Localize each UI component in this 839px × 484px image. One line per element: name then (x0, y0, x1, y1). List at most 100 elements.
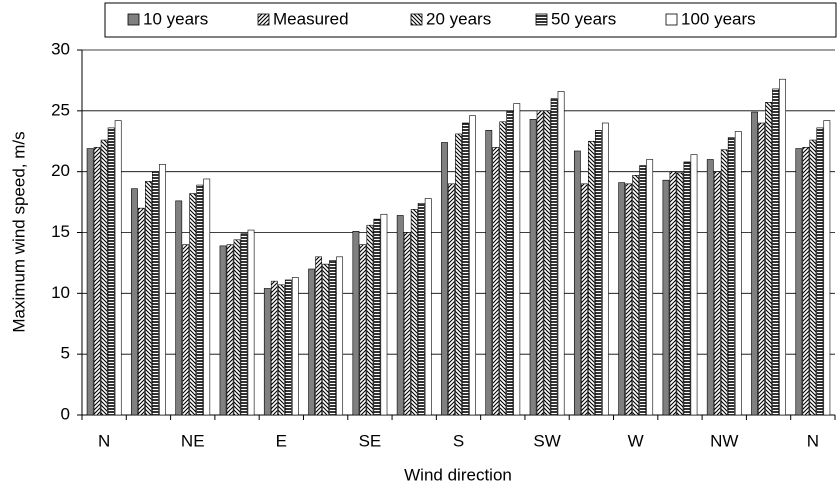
bar (410, 209, 418, 416)
bar (469, 115, 476, 416)
x-tick-label: N (807, 431, 819, 450)
bar (226, 244, 234, 416)
bar (322, 263, 330, 416)
legend-swatch (257, 13, 270, 26)
bar (366, 224, 374, 416)
x-tick-label: NW (710, 431, 738, 450)
x-tick-label: N (98, 431, 110, 450)
y-tick-label: 5 (61, 344, 70, 363)
bar (424, 198, 432, 416)
bar (727, 137, 735, 416)
bar (506, 110, 514, 416)
bar (809, 139, 817, 416)
bar (308, 268, 316, 416)
bar (203, 178, 211, 416)
bar (618, 182, 626, 416)
bar (315, 256, 323, 416)
y-axis-title: Maximum wind speed, m/s (9, 131, 28, 332)
bar (145, 181, 152, 416)
legend-label: Measured (273, 9, 349, 28)
bar (352, 230, 360, 416)
bar (795, 148, 803, 416)
y-tick-label: 15 (51, 222, 70, 241)
bar (683, 161, 691, 416)
legend-label: 100 years (681, 9, 756, 28)
bar (536, 110, 544, 416)
bar (441, 142, 448, 416)
y-tick-label: 10 (51, 283, 70, 302)
bar (380, 213, 388, 416)
bar (669, 171, 677, 416)
bar (587, 140, 595, 416)
bar (492, 147, 500, 416)
x-tick-label: SE (359, 431, 382, 450)
bar (573, 150, 581, 416)
bar (196, 184, 204, 416)
y-tick-label: 20 (51, 161, 70, 180)
x-tick-label: S (453, 431, 464, 450)
legend-swatch (665, 13, 678, 26)
bar (462, 122, 469, 416)
bar (485, 130, 493, 416)
bar (277, 284, 285, 416)
bar (529, 119, 537, 416)
x-tick-label: W (628, 431, 644, 450)
x-tick-label: NE (181, 431, 205, 450)
bar (284, 279, 292, 416)
bar (772, 88, 779, 416)
bar (417, 203, 425, 416)
bar (152, 171, 159, 416)
bar (720, 149, 728, 416)
x-tick-label: SW (533, 431, 560, 450)
bar (550, 98, 558, 416)
bar (580, 183, 588, 416)
bar (182, 244, 190, 416)
bar (662, 179, 670, 416)
bar (751, 111, 758, 416)
bar (448, 183, 455, 416)
bar (802, 147, 810, 416)
bar (291, 277, 299, 416)
bar (557, 91, 565, 416)
bar (247, 229, 255, 416)
bar (107, 127, 115, 416)
bar (816, 127, 824, 416)
bar (676, 172, 684, 416)
bar (455, 133, 462, 416)
bar (396, 215, 404, 416)
x-tick-label: E (276, 431, 287, 450)
bar (336, 256, 344, 416)
bar (159, 164, 166, 416)
legend-swatch (535, 13, 548, 26)
y-tick-label: 0 (61, 404, 70, 423)
bar (594, 130, 602, 416)
bar (403, 232, 411, 416)
legend-swatch (410, 13, 423, 26)
bar (513, 103, 521, 416)
bar (263, 288, 271, 416)
bar (100, 139, 108, 416)
bar (734, 131, 742, 416)
bar (779, 78, 786, 416)
bar (138, 207, 145, 416)
bar (706, 159, 714, 416)
bar (114, 120, 122, 416)
y-tick-label: 30 (51, 39, 70, 58)
bar (329, 260, 337, 416)
y-tick-label: 25 (51, 100, 70, 119)
bar (131, 188, 138, 416)
bar (713, 171, 721, 416)
bar (219, 245, 227, 416)
bar (758, 122, 765, 416)
bar (233, 239, 241, 416)
legend-label: 20 years (426, 9, 491, 28)
legend-box (104, 2, 837, 38)
bar (373, 218, 381, 416)
bar (240, 233, 248, 416)
bar (189, 193, 197, 416)
bar (499, 121, 507, 416)
bar (86, 148, 94, 416)
bar (601, 122, 609, 416)
bar (632, 175, 640, 416)
